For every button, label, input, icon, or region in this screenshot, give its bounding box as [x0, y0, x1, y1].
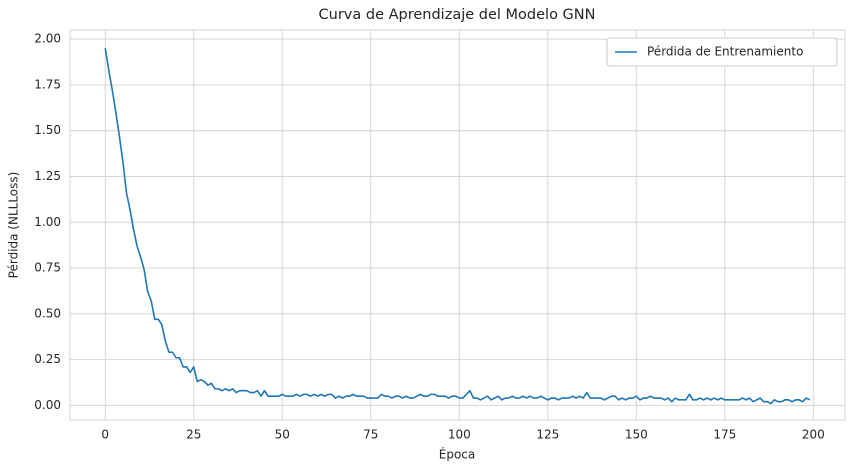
y-axis-label: Pérdida (NLLLoss) [7, 172, 21, 279]
legend-box [606, 37, 838, 67]
y-tick-label: 0.25 [34, 352, 61, 366]
y-tick-label: 1.25 [34, 169, 61, 183]
y-tick-label: 1.00 [34, 215, 61, 229]
legend: Pérdida de Entrenamiento [606, 37, 838, 67]
x-tick-label: 50 [275, 428, 290, 442]
y-tick-label: 1.50 [34, 123, 61, 137]
y-tick-label: 0.75 [34, 261, 61, 275]
plot-frame [69, 29, 846, 421]
x-tick-label: 0 [101, 428, 109, 442]
line [104, 48, 811, 405]
y-tick-label: 1.75 [34, 77, 61, 91]
y-tick-label: 0.50 [34, 306, 61, 320]
x-tick-label: 100 [448, 428, 471, 442]
legend-label: Pérdida de Entrenamiento [647, 45, 803, 59]
x-tick-label: 75 [363, 428, 378, 442]
x-axis-label: Época [439, 447, 476, 462]
x-tick-label: 150 [625, 428, 648, 442]
chart-title: Curva de Aprendizaje del Modelo GNN [319, 7, 596, 23]
x-tick-label: 175 [713, 428, 736, 442]
y-tick-label: 0.00 [34, 398, 61, 412]
x-tick-label: 25 [186, 428, 201, 442]
x-tick-label: 200 [802, 428, 825, 442]
y-tick-label: 2.00 [34, 32, 61, 46]
x-tick-label: 125 [536, 428, 559, 442]
